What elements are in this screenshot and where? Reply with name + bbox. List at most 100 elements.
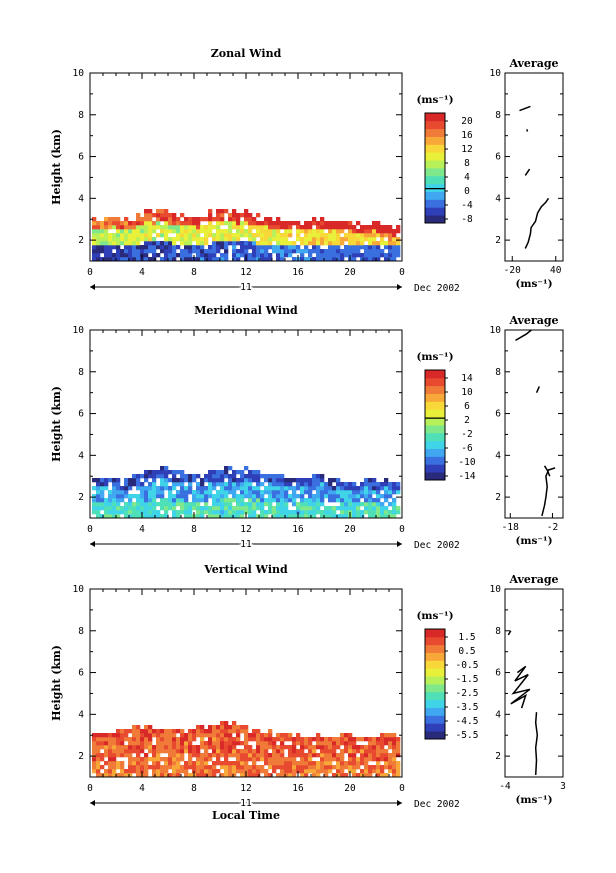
heatmap-cell bbox=[232, 217, 237, 222]
heatmap-cell bbox=[160, 741, 165, 746]
heatmap-cell bbox=[220, 217, 225, 222]
heatmap-cell bbox=[288, 221, 293, 226]
heatmap-cell bbox=[328, 490, 333, 495]
heatmap-cell bbox=[240, 233, 245, 238]
heatmap-cell bbox=[284, 494, 289, 499]
heatmap-cell bbox=[132, 510, 137, 515]
heatmap-cell bbox=[124, 745, 129, 750]
heatmap-cell bbox=[180, 494, 185, 499]
heatmap-cell bbox=[364, 237, 369, 242]
heatmap-cell bbox=[172, 470, 177, 475]
heatmap-cell bbox=[200, 486, 205, 491]
heatmap-cell bbox=[368, 245, 373, 250]
heatmap-cell bbox=[256, 257, 261, 262]
heatmap-cell bbox=[256, 229, 261, 234]
heatmap-cell bbox=[228, 229, 233, 234]
heatmap-cell bbox=[292, 757, 297, 762]
heatmap-cell bbox=[324, 749, 329, 754]
heatmap-cell bbox=[320, 257, 325, 262]
heatmap-cell bbox=[184, 514, 189, 519]
heatmap-cell bbox=[304, 741, 309, 746]
heatmap-cell bbox=[252, 733, 257, 738]
x-tick-label: 8 bbox=[191, 783, 197, 794]
heatmap-cell bbox=[256, 486, 261, 491]
x-tick-label: 0 bbox=[87, 524, 93, 535]
heatmap-cell bbox=[108, 769, 113, 774]
heatmap-cell bbox=[132, 221, 137, 226]
heatmap-cell bbox=[260, 474, 265, 479]
heatmap-cell bbox=[308, 749, 313, 754]
heatmap-cell bbox=[284, 253, 289, 258]
heatmap-cell bbox=[224, 737, 229, 742]
heatmap-cell bbox=[148, 257, 153, 262]
heatmap-cell bbox=[388, 257, 393, 262]
heatmap-cell bbox=[328, 245, 333, 250]
heatmap-cell bbox=[192, 506, 197, 511]
heatmap-cell bbox=[176, 729, 181, 734]
heatmap-cell bbox=[188, 253, 193, 258]
heatmap-cell bbox=[300, 241, 305, 246]
heatmap-cell bbox=[96, 769, 101, 774]
heatmap-cell bbox=[124, 506, 129, 511]
heatmap-cell bbox=[96, 502, 101, 507]
heatmap-cell bbox=[280, 745, 285, 750]
heatmap-cell bbox=[320, 510, 325, 515]
heatmap-cell bbox=[388, 241, 393, 246]
heatmap-cell bbox=[360, 757, 365, 762]
heatmap-cell bbox=[116, 733, 121, 738]
heatmap-cell bbox=[132, 765, 137, 770]
heatmap-cell bbox=[232, 245, 237, 250]
heatmap-cell bbox=[124, 729, 129, 734]
heatmap-cell bbox=[348, 502, 353, 507]
heatmap-cell bbox=[180, 510, 185, 515]
heatmap-cell bbox=[120, 729, 125, 734]
heatmap-cell bbox=[384, 773, 389, 778]
heatmap-cell bbox=[108, 490, 113, 495]
heatmap-cell bbox=[128, 494, 133, 499]
day-bar-end-arrow bbox=[397, 800, 402, 806]
heatmap-cell bbox=[208, 482, 213, 487]
heatmap-cell bbox=[188, 474, 193, 479]
heatmap-cell bbox=[324, 237, 329, 242]
heatmap-cell bbox=[288, 233, 293, 238]
heatmap-cell bbox=[260, 514, 265, 519]
heatmap-cell bbox=[220, 209, 225, 214]
heatmap-cell bbox=[316, 769, 321, 774]
heatmap-cell bbox=[160, 478, 165, 483]
heatmap-cell bbox=[348, 225, 353, 230]
heatmap-cell bbox=[360, 745, 365, 750]
heatmap-cell bbox=[356, 506, 361, 511]
heatmap-cell bbox=[372, 745, 377, 750]
colorbar-segment bbox=[425, 370, 445, 379]
heatmap-cell bbox=[168, 753, 173, 758]
heatmap-cell bbox=[296, 506, 301, 511]
heatmap-cell bbox=[116, 737, 121, 742]
heatmap-cell bbox=[160, 502, 165, 507]
x-tick-label: 12 bbox=[240, 524, 251, 535]
day-bar-start-arrow bbox=[90, 541, 95, 547]
heatmap-cell bbox=[328, 486, 333, 491]
heatmap-cell bbox=[144, 478, 149, 483]
heatmap-cell bbox=[320, 753, 325, 758]
heatmap-cell bbox=[168, 745, 173, 750]
heatmap-cell bbox=[252, 494, 257, 499]
heatmap-cell bbox=[216, 474, 221, 479]
heatmap-cell bbox=[172, 514, 177, 519]
heatmap-cell bbox=[364, 482, 369, 487]
heatmap-cell bbox=[356, 249, 361, 254]
heatmap-cell bbox=[256, 729, 261, 734]
heatmap-cell bbox=[340, 753, 345, 758]
heatmap-cell bbox=[144, 769, 149, 774]
heatmap-cell bbox=[200, 225, 205, 230]
heatmap-cell bbox=[220, 510, 225, 515]
heatmap-cell bbox=[296, 494, 301, 499]
heatmap-cell bbox=[252, 233, 257, 238]
heatmap-cell bbox=[316, 249, 321, 254]
heatmap-cell bbox=[228, 514, 233, 519]
heatmap-cell bbox=[164, 253, 169, 258]
heatmap-cell bbox=[240, 482, 245, 487]
heatmap-cell bbox=[340, 257, 345, 262]
heatmap-cell bbox=[232, 773, 237, 778]
heatmap-cell bbox=[240, 245, 245, 250]
heatmap-cell bbox=[288, 749, 293, 754]
